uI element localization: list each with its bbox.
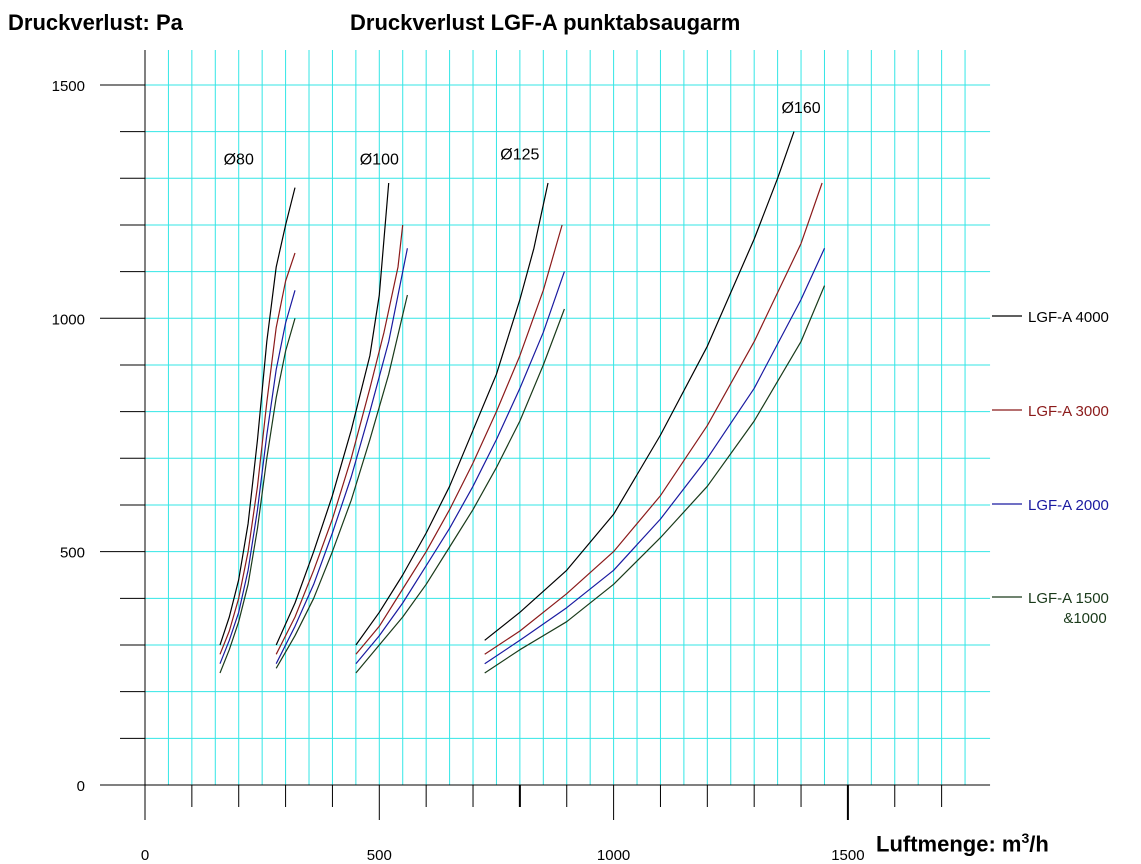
legend-label-lgf1500-line2: &1000	[1063, 610, 1106, 627]
x-tick-label: 1500	[831, 847, 864, 864]
curve-lgf1500-group-1	[220, 318, 295, 673]
x-tick-label: 1000	[597, 847, 630, 864]
x-tick-label: 0	[141, 847, 149, 864]
diameter-annotation: Ø100	[360, 151, 399, 168]
x-tick-label: 500	[367, 847, 392, 864]
curve-lgf4000-group-1	[220, 188, 295, 645]
legend-label-lgf1500: LGF-A 1500	[1028, 590, 1109, 607]
diameter-annotation: Ø125	[500, 147, 539, 164]
legend-label-lgf2000: LGF-A 2000	[1028, 497, 1109, 514]
curve-lgf3000-group-4	[485, 183, 822, 654]
legend-label-lgf4000: LGF-A 4000	[1028, 309, 1109, 326]
curve-lgf1500-group-4	[485, 286, 825, 673]
curve-lgf1500-group-3	[356, 309, 565, 673]
curve-lgf4000-group-3	[356, 183, 548, 645]
curve-lgf4000-group-4	[485, 132, 794, 641]
curve-lgf3000-group-2	[276, 225, 403, 654]
legend-label-lgf3000: LGF-A 3000	[1028, 403, 1109, 420]
diameter-annotation: Ø160	[781, 100, 820, 117]
y-tick-label: 1000	[52, 311, 85, 328]
y-tick-label: 0	[77, 778, 85, 795]
y-tick-label: 500	[60, 545, 85, 562]
curve-lgf2000-group-3	[356, 272, 565, 664]
curve-lgf3000-group-3	[356, 225, 562, 654]
y-tick-label: 1500	[52, 78, 85, 95]
diameter-annotation: Ø80	[224, 151, 254, 168]
curve-lgf3000-group-1	[220, 253, 295, 654]
